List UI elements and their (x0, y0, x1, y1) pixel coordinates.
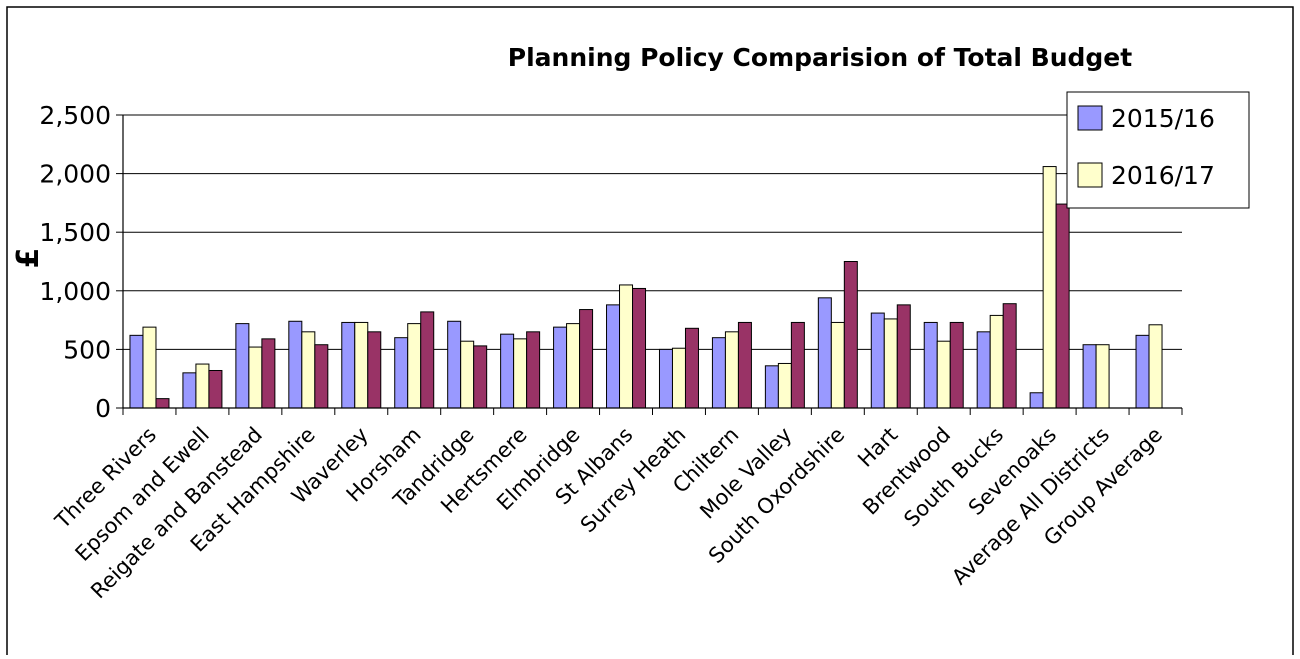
bar (1055, 203, 1070, 409)
bar (711, 337, 726, 409)
legend: 2015/16 2016/17 (1066, 91, 1250, 209)
bar (235, 323, 250, 409)
y-tick-label: 2,500 (39, 101, 111, 130)
y-tick-label: 1,000 (39, 277, 111, 306)
bar (526, 331, 541, 409)
bar (777, 362, 792, 409)
axes (122, 115, 1183, 415)
bar (553, 326, 568, 409)
bar (830, 321, 845, 409)
bar (883, 318, 898, 409)
bar (936, 340, 951, 409)
legend-label: 2016/17 (1111, 161, 1215, 190)
bar (671, 347, 686, 409)
legend-label: 2015/16 (1111, 104, 1215, 133)
y-tick-label: 1,500 (39, 218, 111, 247)
bar (619, 284, 634, 409)
bar (394, 337, 409, 409)
bar (314, 344, 329, 409)
bar (989, 314, 1004, 409)
bar (817, 297, 832, 409)
bar (949, 321, 964, 409)
y-tick-label: 500 (63, 335, 111, 364)
bar (367, 331, 382, 409)
bar (606, 304, 621, 409)
bar (1042, 166, 1057, 409)
bar (684, 327, 699, 409)
bar (407, 323, 422, 409)
chart-title: Planning Policy Comparision of Total Bud… (508, 43, 1133, 72)
bar (1029, 392, 1044, 409)
bar (764, 365, 779, 409)
bars (129, 166, 1163, 409)
legend-swatch (1077, 162, 1103, 188)
bar (566, 323, 581, 409)
bar (155, 398, 170, 409)
bar (658, 348, 673, 409)
bar (341, 321, 356, 409)
bar (870, 312, 885, 409)
bar (473, 345, 488, 409)
bar (460, 340, 475, 409)
bar (288, 320, 303, 409)
bar (248, 346, 263, 409)
bar (896, 304, 911, 409)
bar (1002, 303, 1017, 409)
legend-swatch (1077, 105, 1103, 131)
bar (737, 321, 752, 409)
bar (632, 287, 647, 409)
bar (420, 311, 435, 409)
y-axis-label: £ (11, 248, 46, 269)
bar (354, 321, 369, 409)
bar (500, 333, 515, 409)
bar (1082, 344, 1097, 409)
bar (1135, 334, 1150, 409)
bar (579, 309, 594, 409)
bar (129, 334, 144, 409)
bar (195, 363, 210, 409)
y-tick-label: 2,000 (39, 160, 111, 189)
bar (724, 331, 739, 409)
bar (790, 321, 805, 409)
y-tick-label: 0 (95, 394, 111, 423)
bar (447, 320, 462, 409)
bar (182, 372, 197, 409)
bar (208, 369, 223, 409)
bar (923, 321, 938, 409)
bar (261, 338, 276, 409)
y-tick-labels: 0 500 1,000 1,500 2,000 2,500 (39, 101, 111, 423)
bar (142, 326, 157, 409)
bar (976, 331, 991, 409)
bar (1148, 324, 1163, 409)
bar (513, 338, 528, 409)
bar (843, 261, 858, 409)
bar (301, 331, 316, 409)
bar (1095, 344, 1110, 409)
